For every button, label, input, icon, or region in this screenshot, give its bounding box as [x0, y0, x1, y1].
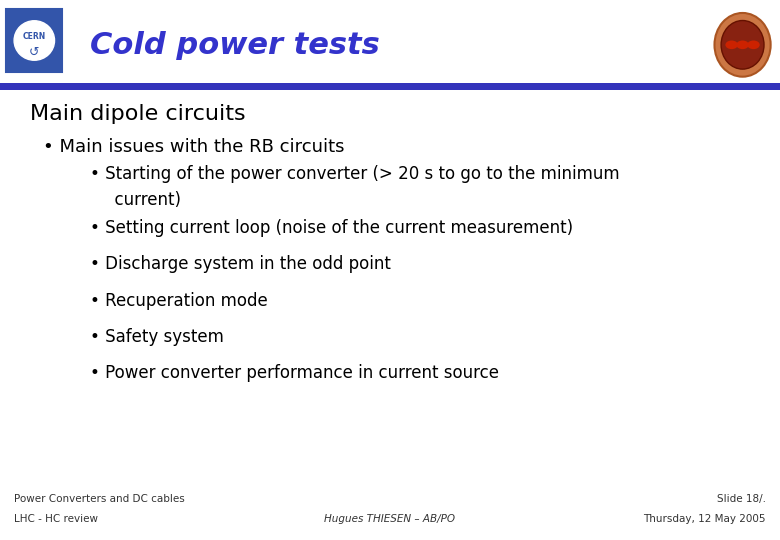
Text: • Discharge system in the odd point: • Discharge system in the odd point — [90, 255, 391, 273]
Text: • Main issues with the RB circuits: • Main issues with the RB circuits — [43, 138, 345, 156]
Circle shape — [747, 40, 760, 49]
Text: • Safety system: • Safety system — [90, 328, 224, 346]
Text: • Recuperation mode: • Recuperation mode — [90, 292, 268, 309]
Ellipse shape — [714, 13, 771, 77]
Ellipse shape — [721, 21, 764, 69]
Text: current): current) — [104, 191, 181, 209]
Text: Slide 18/.: Slide 18/. — [717, 494, 766, 504]
Text: Hugues THIESEN – AB/PO: Hugues THIESEN – AB/PO — [324, 514, 456, 524]
Text: • Starting of the power converter (> 20 s to go to the minimum: • Starting of the power converter (> 20 … — [90, 165, 619, 183]
Text: Main dipole circuits: Main dipole circuits — [30, 104, 245, 124]
Bar — [0, 83, 780, 90]
Circle shape — [736, 40, 749, 49]
Text: Power Converters and DC cables: Power Converters and DC cables — [14, 494, 185, 504]
Ellipse shape — [14, 21, 55, 60]
Text: • Power converter performance in current source: • Power converter performance in current… — [90, 364, 498, 382]
Circle shape — [725, 40, 738, 49]
Bar — [0, 0, 780, 84]
Text: • Setting current loop (noise of the current measurement): • Setting current loop (noise of the cur… — [90, 219, 573, 237]
Text: LHC - HC review: LHC - HC review — [14, 514, 98, 524]
Bar — [6, 9, 62, 72]
Text: ↺: ↺ — [29, 46, 40, 59]
Text: Cold power tests: Cold power tests — [90, 31, 379, 60]
Text: CERN: CERN — [23, 32, 46, 40]
Text: Thursday, 12 May 2005: Thursday, 12 May 2005 — [644, 514, 766, 524]
